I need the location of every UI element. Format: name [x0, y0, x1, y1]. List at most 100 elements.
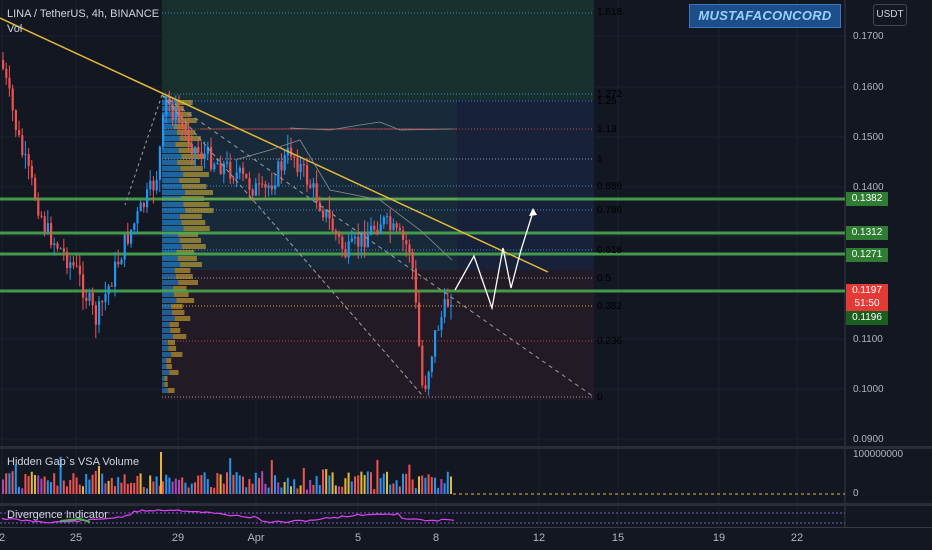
divergence-indicator-label[interactable]: Divergence Indicator [7, 509, 108, 521]
trend-drawings [0, 17, 595, 398]
candle-body [411, 252, 414, 269]
vp-bar-up [162, 334, 173, 339]
vsa-volume-tick: 100000000 [853, 449, 904, 460]
vsa-bar [424, 477, 427, 494]
candle-body [50, 223, 53, 246]
vsa-volume-indicator-label[interactable]: Hidden Gap`s VSA Volume [7, 456, 140, 468]
vp-bar-down [173, 286, 187, 291]
vsa-bar [200, 475, 203, 494]
vsa-bar [328, 475, 331, 494]
vsa-bar [414, 488, 417, 494]
ribbon-line-upper [289, 121, 453, 131]
price-tag: 0.1196 [846, 311, 888, 325]
fib-zone-mid-ext [457, 100, 594, 270]
vp-bar-up [162, 346, 169, 351]
vsa-bar [280, 487, 283, 494]
candle-body [443, 299, 446, 318]
vsa-bar [370, 472, 372, 494]
candle-body [82, 274, 85, 298]
time-tick: 22 [790, 532, 804, 544]
candle-body [200, 152, 203, 159]
vsa-bar [296, 488, 299, 494]
divergence-lines [0, 509, 845, 524]
candle-body [318, 202, 321, 211]
vp-bar-up [162, 370, 170, 375]
candle-body [123, 234, 126, 260]
vp-bar-down [172, 310, 185, 315]
vsa-bar [411, 479, 414, 494]
vp-bar-down [167, 340, 176, 345]
candle-body [280, 161, 283, 171]
vsa-bar [184, 482, 187, 494]
vp-bar-up [162, 304, 172, 309]
vsa-bar [312, 484, 315, 494]
vsa-bar [34, 475, 36, 494]
vsa-bar [30, 471, 33, 494]
vp-bar-up [162, 376, 165, 381]
vsa-bar [110, 477, 113, 494]
vsa-bar [123, 474, 126, 494]
vsa-bar [245, 487, 248, 494]
vsa-bar [56, 485, 59, 494]
vp-bar-down [174, 316, 191, 321]
vsa-bar [318, 485, 321, 494]
fib-label: 0.382 [597, 301, 623, 312]
vsa-bar [386, 471, 388, 494]
vsa-bar [88, 479, 91, 494]
vsa-bar [85, 474, 88, 494]
candle-body [133, 223, 136, 230]
vsa-bar [5, 473, 8, 494]
fib-label: 0.236 [597, 336, 623, 347]
vp-bar-down [177, 160, 196, 165]
vsa-bar [158, 485, 161, 494]
fib-label: 1.25 [597, 96, 617, 107]
vsa-bar [229, 458, 232, 494]
candle-body [197, 147, 200, 153]
vp-bar-up [162, 310, 173, 315]
symbol-title[interactable]: LINA / TetherUS, 4h, BINANCE [7, 8, 160, 20]
vsa-bar [379, 478, 382, 494]
vp-bar-down [182, 184, 207, 189]
candle-body [206, 146, 209, 154]
candle-body [450, 304, 453, 307]
currency-badge[interactable]: USDT [873, 4, 907, 26]
vsa-bar [277, 482, 280, 494]
vsa-bar [389, 484, 392, 494]
vp-bar-up [162, 214, 180, 219]
candle-body [155, 179, 158, 191]
vsa-bar [373, 489, 376, 494]
vp-bar-down [185, 208, 214, 213]
candle-body [91, 293, 94, 306]
candle-body [210, 146, 213, 170]
price-tick: 0.1500 [853, 132, 884, 143]
vsa-bar [293, 479, 296, 494]
vp-bar-up [162, 130, 177, 135]
price-tag: 0.1312 [846, 226, 888, 240]
candle-body [322, 210, 325, 218]
vp-bar-up [162, 244, 182, 249]
candle-body [40, 215, 43, 217]
vsa-bar [357, 475, 360, 494]
candle-body [264, 184, 267, 188]
vp-bar-down [179, 178, 200, 183]
vsa-bar [267, 487, 270, 494]
vsa-bar [91, 474, 94, 494]
candle-body [126, 234, 129, 244]
vsa-bar [302, 467, 305, 494]
candle-body [110, 285, 113, 287]
fib-label: 1 [597, 154, 603, 165]
vsa-bar [450, 476, 452, 494]
vp-bar-down [174, 268, 191, 273]
vsa-spike-bar [160, 452, 162, 494]
vsa-bar [366, 471, 369, 494]
vsa-bar [165, 474, 168, 494]
vp-bar-down [170, 328, 181, 333]
candle-body [34, 177, 37, 199]
candle-body [446, 299, 449, 307]
vsa-bar [440, 479, 443, 494]
candle-body [136, 211, 139, 224]
vp-bar-down [183, 172, 209, 177]
vp-bar-up [162, 382, 165, 387]
candle-body [258, 183, 261, 185]
